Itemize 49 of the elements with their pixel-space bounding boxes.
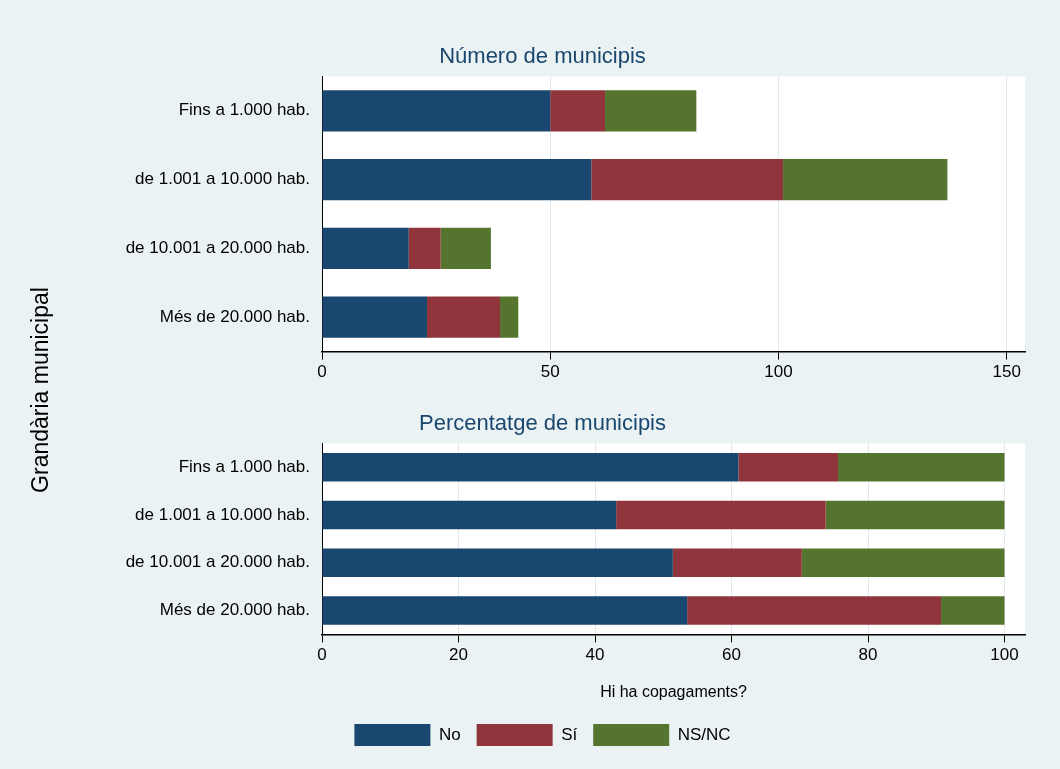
- bar: [408, 227, 441, 270]
- bar: [941, 596, 1005, 625]
- bar: [738, 452, 838, 482]
- bar: [605, 90, 697, 132]
- legend-label: No: [438, 724, 461, 744]
- bar: [322, 452, 739, 482]
- legend-label: NS/NC: [677, 724, 731, 744]
- y-tick-label: de 10.001 a 20.000 hab.: [125, 552, 310, 572]
- x-tick-label: 0: [317, 362, 327, 382]
- bar: [322, 158, 592, 201]
- y-tick-label: de 1.001 a 10.000 hab.: [135, 169, 310, 189]
- x-tick-label: 0: [317, 645, 327, 665]
- y-tick-label: de 1.001 a 10.000 hab.: [135, 504, 310, 524]
- x-axis-title: Hi ha copagaments?: [600, 682, 747, 700]
- bar: [322, 90, 551, 132]
- bar: [322, 596, 688, 625]
- bar: [825, 500, 1005, 530]
- x-tick-label: 150: [992, 362, 1021, 382]
- y-tick-label: Més de 20.000 hab.: [159, 600, 310, 620]
- legend-label: Sí: [561, 724, 578, 744]
- y-tick-label: de 10.001 a 20.000 hab.: [125, 238, 310, 258]
- bar: [837, 452, 1005, 482]
- x-tick-label: 80: [858, 645, 878, 665]
- x-tick-label: 60: [722, 645, 741, 665]
- bar: [672, 548, 802, 578]
- bar: [687, 596, 942, 625]
- bar: [440, 227, 491, 270]
- bar: [322, 548, 673, 578]
- y-tick-label: Fins a 1.000 hab.: [178, 456, 310, 476]
- bar: [783, 158, 948, 201]
- x-tick-label: 20: [449, 645, 468, 665]
- x-tick-label: 100: [764, 362, 793, 382]
- bar: [322, 227, 409, 270]
- bar: [322, 296, 427, 338]
- bar: [616, 500, 826, 530]
- bar: [801, 548, 1005, 578]
- chart-title: Percentatge de municipis: [418, 410, 667, 436]
- y-tick-label: Més de 20.000 hab.: [159, 306, 310, 326]
- bar: [550, 90, 606, 132]
- y-axis-title: Grandària municipal: [26, 287, 54, 493]
- bar: [426, 296, 501, 338]
- bar: [591, 158, 784, 201]
- bar: [500, 296, 519, 338]
- x-tick-label: 100: [990, 645, 1019, 665]
- bar: [322, 500, 617, 530]
- chart-title: Número de municipis: [439, 43, 646, 69]
- x-tick-label: 50: [540, 362, 560, 382]
- y-tick-label: Fins a 1.000 hab.: [178, 100, 310, 120]
- x-tick-label: 40: [585, 645, 605, 665]
